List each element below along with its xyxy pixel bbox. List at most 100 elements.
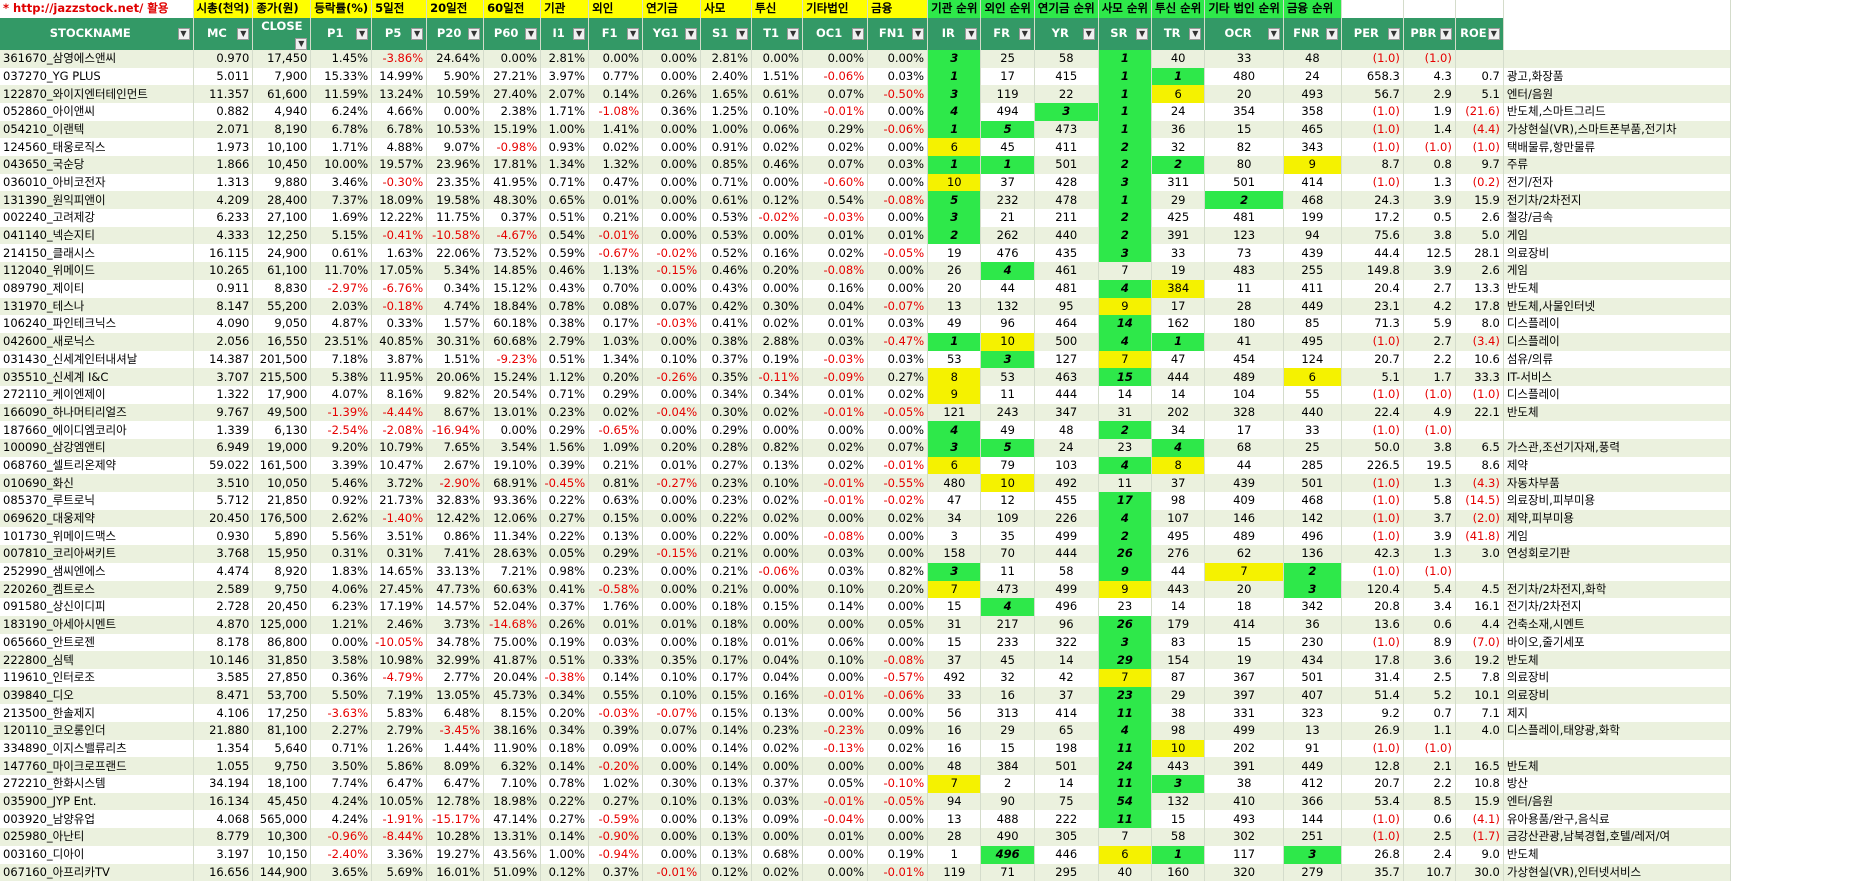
table-cell[interactable]: 295: [1034, 863, 1099, 882]
stock-name-cell[interactable]: 054210_이랜텍: [0, 120, 194, 139]
table-cell[interactable]: 11: [1098, 775, 1153, 793]
stock-name-cell[interactable]: 120110_코오롱인더: [0, 722, 194, 740]
table-cell[interactable]: 53: [927, 350, 982, 369]
table-cell[interactable]: 0.00%: [802, 615, 869, 634]
table-cell[interactable]: 7: [927, 580, 982, 599]
table-cell[interactable]: 엔터/음원: [1503, 792, 1731, 811]
table-cell[interactable]: -0.98%: [483, 138, 542, 157]
table-cell[interactable]: 0.02%: [802, 456, 869, 475]
table-cell[interactable]: 199: [1283, 209, 1342, 227]
table-cell[interactable]: 의료장비: [1503, 668, 1731, 687]
table-cell[interactable]: 0.10%: [642, 350, 702, 369]
table-cell[interactable]: -0.03%: [642, 315, 702, 333]
table-cell[interactable]: 8: [927, 368, 982, 386]
filter-dropdown-icon[interactable]: ▼: [295, 37, 308, 50]
stock-name-cell[interactable]: 089790_제이티: [0, 279, 194, 298]
table-cell[interactable]: 1.41%: [588, 120, 644, 139]
table-cell[interactable]: 5.1: [1455, 85, 1504, 103]
table-cell[interactable]: 136: [1283, 545, 1342, 563]
table-cell[interactable]: 1.26%: [371, 739, 428, 758]
table-cell[interactable]: 331: [1204, 704, 1284, 723]
table-cell[interactable]: 49,500: [252, 403, 312, 422]
table-cell[interactable]: 0.29%: [540, 421, 590, 440]
table-cell[interactable]: 0.19%: [867, 845, 929, 864]
table-cell[interactable]: 4.4: [1455, 615, 1504, 634]
table-cell[interactable]: 0.51%: [540, 651, 590, 669]
table-cell[interactable]: 0.30%: [642, 775, 702, 793]
table-cell[interactable]: 45: [980, 138, 1035, 157]
table-cell[interactable]: 81,100: [252, 722, 312, 740]
table-cell[interactable]: 496: [1034, 598, 1099, 616]
table-cell[interactable]: 0.03%: [867, 67, 929, 86]
table-cell[interactable]: 2.1: [1403, 757, 1456, 776]
table-cell[interactable]: 13: [1283, 722, 1342, 740]
table-cell[interactable]: 0.55%: [588, 686, 644, 705]
table-cell[interactable]: 0.21%: [700, 545, 753, 563]
table-cell[interactable]: 33.13%: [426, 562, 485, 581]
table-cell[interactable]: -0.01%: [802, 492, 869, 510]
table-cell[interactable]: 1: [927, 156, 982, 174]
table-cell[interactable]: 33: [927, 686, 982, 705]
table-cell[interactable]: (1.0): [1341, 492, 1404, 510]
table-cell[interactable]: 19.2: [1455, 651, 1504, 669]
table-cell[interactable]: 2.88%: [751, 332, 804, 351]
table-cell[interactable]: 4: [1151, 439, 1206, 457]
table-cell[interactable]: 6: [1098, 845, 1153, 864]
table-cell[interactable]: 0.71%: [540, 385, 590, 404]
table-cell[interactable]: 11: [980, 562, 1035, 581]
table-cell[interactable]: 73.52%: [483, 244, 542, 263]
table-cell[interactable]: 0.52%: [700, 244, 753, 263]
table-cell[interactable]: 8.5: [1403, 792, 1456, 811]
table-cell[interactable]: (1.0): [1403, 138, 1456, 157]
table-cell[interactable]: 410: [1204, 792, 1284, 811]
table-cell[interactable]: 0.13%: [700, 775, 753, 793]
table-cell[interactable]: 7: [1098, 828, 1153, 846]
table-cell[interactable]: (1.0): [1341, 173, 1404, 192]
table-cell[interactable]: 19: [1204, 651, 1284, 669]
table-cell[interactable]: 23.51%: [310, 332, 373, 351]
table-cell[interactable]: 7: [927, 775, 982, 793]
table-cell[interactable]: 2.62%: [310, 509, 373, 528]
table-cell[interactable]: 0.01%: [802, 828, 869, 846]
table-cell[interactable]: 61,100: [252, 262, 312, 280]
table-cell[interactable]: 3: [1283, 845, 1342, 864]
table-cell[interactable]: 13.3: [1455, 279, 1504, 298]
table-cell[interactable]: 222: [1034, 810, 1099, 829]
table-cell[interactable]: 0.02%: [802, 138, 869, 157]
table-cell[interactable]: -0.03%: [802, 350, 869, 369]
table-cell[interactable]: -0.05%: [867, 244, 929, 263]
table-cell[interactable]: 9.7: [1455, 156, 1504, 174]
table-cell[interactable]: 0.00%: [867, 633, 929, 652]
table-cell[interactable]: 0.16%: [751, 686, 804, 705]
table-cell[interactable]: 2: [1204, 191, 1284, 210]
table-cell[interactable]: 0.22%: [700, 527, 753, 546]
table-cell[interactable]: 0.81%: [588, 474, 644, 493]
table-cell[interactable]: 0.07%: [642, 297, 702, 316]
table-cell[interactable]: 0.02%: [751, 138, 804, 157]
table-cell[interactable]: -0.41%: [371, 226, 428, 245]
table-cell[interactable]: 8.16%: [371, 385, 428, 404]
table-cell[interactable]: 2.46%: [371, 615, 428, 634]
table-cell[interactable]: 0.03%: [802, 545, 869, 563]
table-cell[interactable]: 478: [1034, 191, 1099, 210]
table-cell[interactable]: 91: [1283, 739, 1342, 758]
table-cell[interactable]: 15.19%: [483, 120, 542, 139]
table-cell[interactable]: 1.12%: [540, 368, 590, 386]
table-cell[interactable]: 17.2: [1341, 209, 1404, 227]
table-cell[interactable]: 119: [980, 85, 1035, 103]
table-cell[interactable]: -3.45%: [426, 722, 485, 740]
table-cell[interactable]: 34: [1151, 421, 1206, 440]
table-cell[interactable]: 1.69%: [310, 209, 373, 227]
table-cell[interactable]: -0.15%: [642, 545, 702, 563]
table-cell[interactable]: 501: [1283, 668, 1342, 687]
table-cell[interactable]: 자동차부품: [1503, 474, 1731, 493]
column-header-roe[interactable]: ROE ▼: [1455, 17, 1504, 50]
table-cell[interactable]: 0.93%: [540, 138, 590, 157]
table-cell[interactable]: 354: [1204, 102, 1284, 121]
table-cell[interactable]: 반도체: [1503, 279, 1731, 298]
table-cell[interactable]: 1.44%: [426, 739, 485, 758]
table-cell[interactable]: 16.656: [193, 863, 254, 882]
table-cell[interactable]: 0.10%: [642, 792, 702, 811]
stock-name-cell[interactable]: 003160_디아이: [0, 845, 194, 864]
table-cell[interactable]: 0.98%: [540, 562, 590, 581]
